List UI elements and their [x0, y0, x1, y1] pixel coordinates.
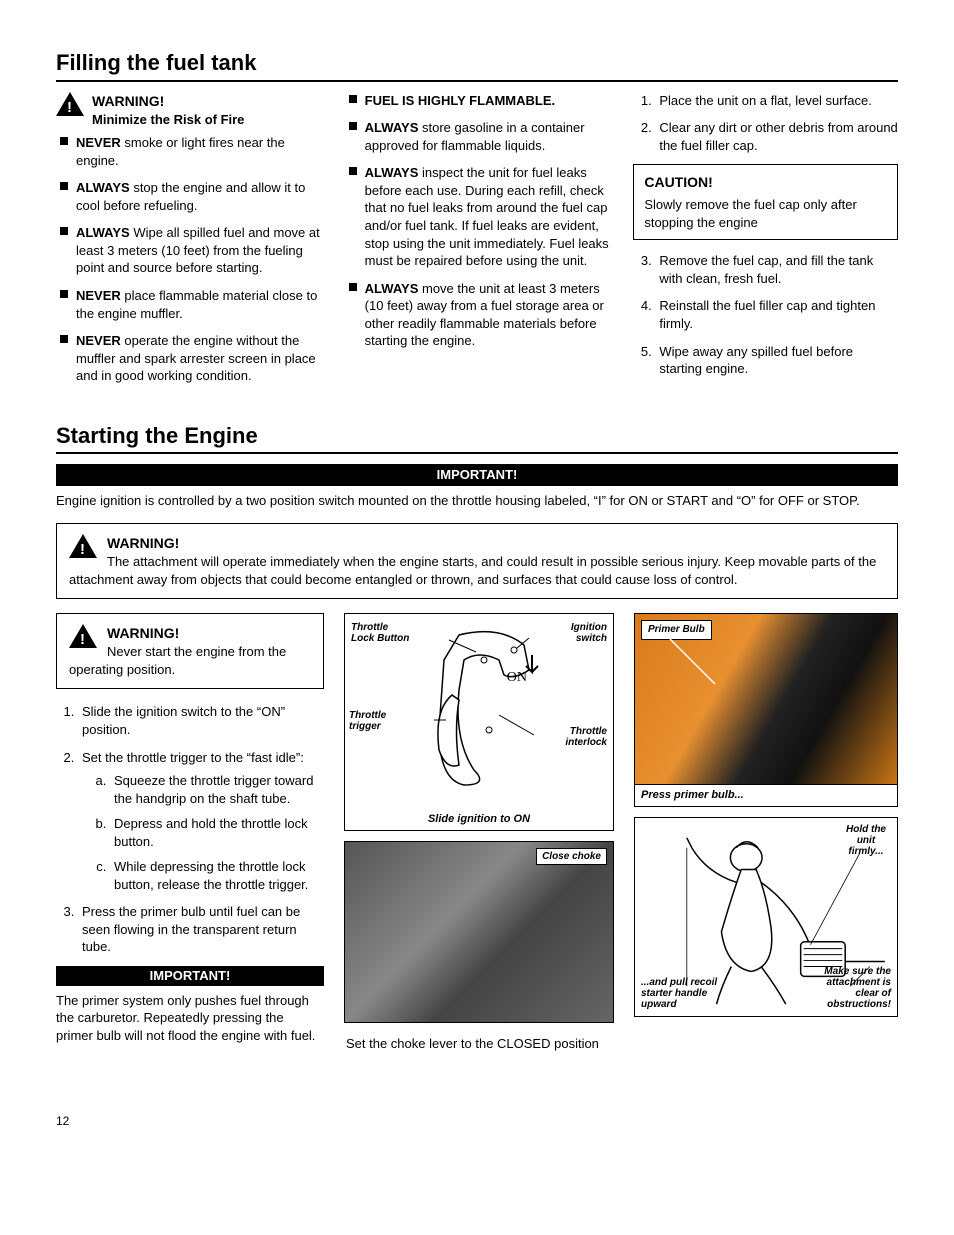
label-throttle-trigger: Throttle trigger [349, 710, 405, 732]
figure-caption-primer: Press primer bulb... [635, 784, 897, 806]
important-bar: IMPORTANT! [56, 464, 898, 486]
step-item: Set the throttle trigger to the “fast id… [78, 749, 324, 894]
label-on: ON [507, 670, 527, 685]
step-item: Slide the ignition switch to the “ON” po… [78, 703, 324, 738]
section-title-start: Starting the Engine [56, 421, 898, 455]
fuel-steps-b: Remove the fuel cap, and fill the tank w… [633, 252, 898, 377]
substep-item: Depress and hold the throttle lock butto… [110, 815, 324, 850]
caution-title: CAUTION! [644, 173, 887, 192]
substep-item: Squeeze the throttle trigger toward the … [110, 772, 324, 807]
warning-box-1: WARNING! The attachment will operate imm… [56, 523, 898, 599]
label-clear-obstructions: Make sure the attachment is clear of obs… [801, 966, 891, 1010]
substep-item: While depressing the throttle lock butto… [110, 858, 324, 893]
fuel-col1-list: NEVER smoke or light fires near the engi… [56, 134, 321, 385]
label-throttle-interlock: Throttle interlock [557, 726, 607, 748]
fuel-columns: WARNING! Minimize the Risk of Fire NEVER… [56, 92, 898, 395]
fuel-col2: FUEL IS HIGHLY FLAMMABLE. ALWAYS store ga… [345, 92, 610, 395]
warning-text: Never start the engine from the operatin… [69, 643, 311, 678]
primer-photo: Primer Bulb [635, 614, 897, 784]
fuel-col2-list: FUEL IS HIGHLY FLAMMABLE. ALWAYS store ga… [345, 92, 610, 350]
warning-subtitle: Minimize the Risk of Fire [92, 111, 244, 129]
warning-label: WARNING! [92, 92, 244, 111]
warning-icon [69, 534, 97, 558]
fuel-col1: WARNING! Minimize the Risk of Fire NEVER… [56, 92, 321, 395]
primer-note: The primer system only pushes fuel throu… [56, 992, 324, 1045]
bullet-item: NEVER operate the engine without the muf… [60, 332, 321, 385]
label-ignition-switch: Ignition switch [563, 622, 607, 644]
step-item: Clear any dirt or other debris from arou… [655, 119, 898, 154]
label-pull-recoil: ...and pull recoil starter handle upward [641, 977, 721, 1010]
important-bar-2: IMPORTANT! [56, 966, 324, 986]
caution-box: CAUTION! Slowly remove the fuel cap only… [633, 164, 898, 240]
figure-person: Hold the unit firmly... ...and pull reco… [634, 817, 898, 1017]
warning-text: The attachment will operate immediately … [69, 553, 885, 588]
step-item: Reinstall the fuel filler cap and tighte… [655, 297, 898, 332]
label-close-choke: Close choke [536, 848, 607, 865]
figure-choke: Close choke [344, 841, 614, 1023]
start-col-text: WARNING! Never start the engine from the… [56, 613, 324, 1053]
fuel-col3: Place the unit on a flat, level surface.… [633, 92, 898, 395]
warning-icon [69, 624, 97, 648]
start-steps: Slide the ignition switch to the “ON” po… [56, 703, 324, 956]
figure-ignition: Throttle Lock Button Ignition switch Thr… [344, 613, 614, 831]
primer-leader-line [665, 634, 725, 694]
bullet-item: ALWAYS move the unit at least 3 meters (… [349, 280, 610, 350]
bullet-item: NEVER place flammable material close to … [60, 287, 321, 322]
start-col-figs-right: Primer Bulb Press primer bulb... Hold th… [634, 613, 898, 1053]
start-col-figs-mid: Throttle Lock Button Ignition switch Thr… [344, 613, 614, 1053]
warning-box-2: WARNING! Never start the engine from the… [56, 613, 324, 689]
warning-title: WARNING! [69, 534, 885, 553]
fuel-steps-a: Place the unit on a flat, level surface.… [633, 92, 898, 155]
figure-caption-choke: Set the choke lever to the CLOSED positi… [344, 1033, 614, 1053]
step-item: Place the unit on a flat, level surface. [655, 92, 898, 110]
label-hold-firmly: Hold the unit firmly... [841, 824, 891, 857]
bullet-item: ALWAYS Wipe all spilled fuel and move at… [60, 224, 321, 277]
bullet-item: ALWAYS inspect the unit for fuel leaks b… [349, 164, 610, 269]
bullet-item: ALWAYS store gasoline in a container app… [349, 119, 610, 154]
ignition-intro: Engine ignition is controlled by a two p… [56, 492, 898, 510]
page-number: 12 [56, 1113, 898, 1129]
bullet-item: NEVER smoke or light fires near the engi… [60, 134, 321, 169]
warning-title: WARNING! [69, 624, 311, 643]
figure-caption: Slide ignition to ON [345, 808, 613, 831]
bullet-item: ALWAYS stop the engine and allow it to c… [60, 179, 321, 214]
bullet-item: FUEL IS HIGHLY FLAMMABLE. [349, 92, 610, 110]
step-item: Wipe away any spilled fuel before starti… [655, 343, 898, 378]
warning-icon [56, 92, 84, 116]
handle-diagram [404, 620, 554, 790]
step-item: Remove the fuel cap, and fill the tank w… [655, 252, 898, 287]
label-throttle-lock: Throttle Lock Button [351, 622, 411, 644]
step-item: Press the primer bulb until fuel can be … [78, 903, 324, 956]
section-title-fuel: Filling the fuel tank [56, 48, 898, 82]
figure-primer: Primer Bulb Press primer bulb... [634, 613, 898, 807]
caution-text: Slowly remove the fuel cap only after st… [644, 196, 887, 231]
choke-photo: Close choke [345, 842, 613, 1022]
